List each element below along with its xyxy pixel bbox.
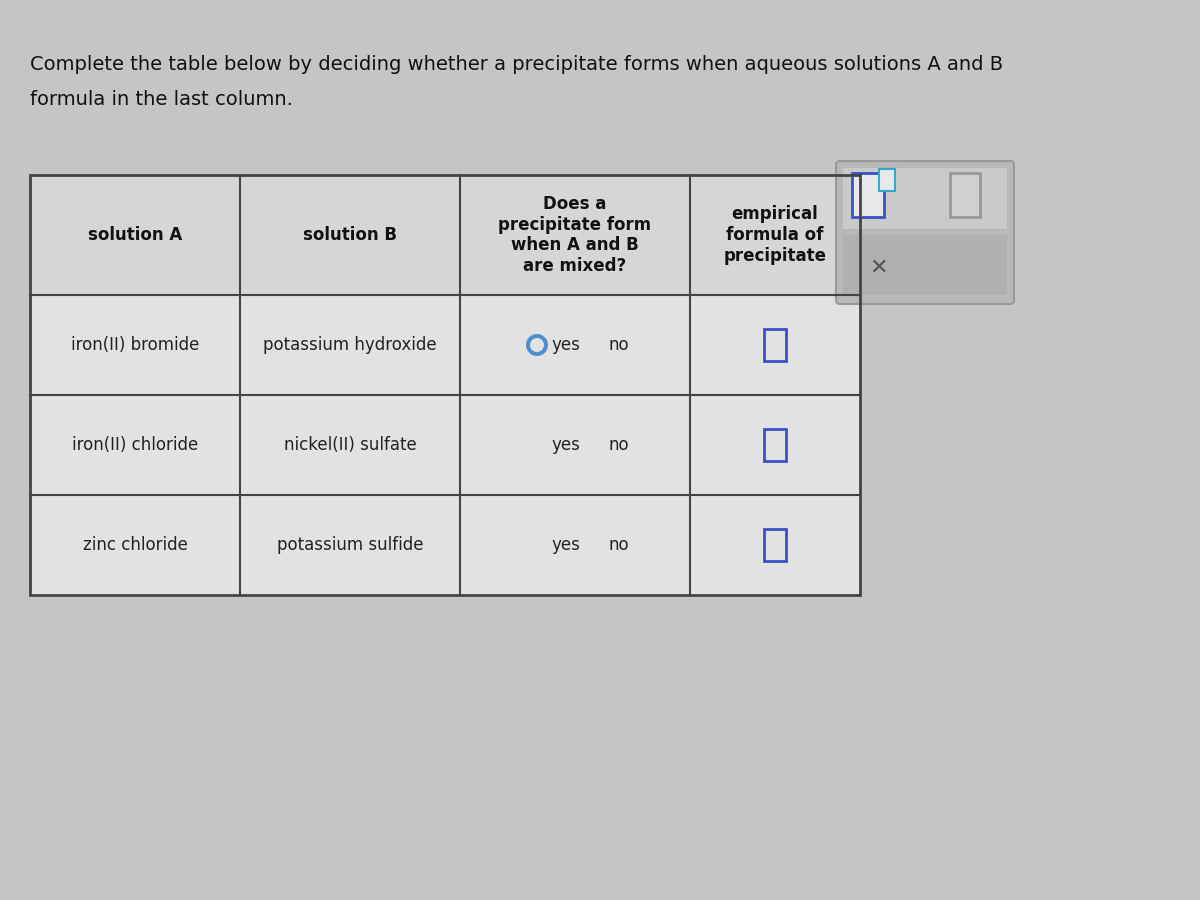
- Bar: [30, 175, 860, 595]
- Bar: [842, 168, 1007, 229]
- Text: no: no: [610, 336, 630, 354]
- Text: solution A: solution A: [88, 226, 182, 244]
- Text: no: no: [610, 436, 630, 454]
- Text: Complete the table below by deciding whether a precipitate forms when aqueous so: Complete the table below by deciding whe…: [30, 55, 1003, 74]
- Text: yes: yes: [551, 336, 580, 354]
- Bar: [764, 529, 786, 561]
- Text: nickel(II) sulfate: nickel(II) sulfate: [283, 436, 416, 454]
- Text: formula in the last column.: formula in the last column.: [30, 90, 293, 109]
- Text: yes: yes: [551, 536, 580, 554]
- Text: iron(II) bromide: iron(II) bromide: [71, 336, 199, 354]
- Bar: [30, 495, 860, 595]
- Text: ✕: ✕: [869, 257, 887, 277]
- Text: potassium hydroxide: potassium hydroxide: [263, 336, 437, 354]
- Text: yes: yes: [551, 436, 580, 454]
- Bar: [852, 173, 884, 217]
- FancyBboxPatch shape: [836, 161, 1014, 304]
- Bar: [842, 235, 1007, 294]
- Bar: [764, 329, 786, 361]
- Text: potassium sulfide: potassium sulfide: [277, 536, 424, 554]
- Bar: [950, 173, 980, 217]
- Text: Does a
precipitate form
when A and B
are mixed?: Does a precipitate form when A and B are…: [498, 194, 652, 275]
- Bar: [878, 169, 895, 191]
- Bar: [764, 429, 786, 461]
- Bar: [30, 395, 860, 495]
- Text: no: no: [610, 536, 630, 554]
- Text: empirical
formula of
precipitate: empirical formula of precipitate: [724, 205, 827, 265]
- Text: iron(II) chloride: iron(II) chloride: [72, 436, 198, 454]
- Text: zinc chloride: zinc chloride: [83, 536, 187, 554]
- Text: solution B: solution B: [302, 226, 397, 244]
- Circle shape: [530, 338, 544, 352]
- Circle shape: [526, 334, 548, 356]
- Bar: [30, 295, 860, 395]
- Bar: [30, 175, 860, 295]
